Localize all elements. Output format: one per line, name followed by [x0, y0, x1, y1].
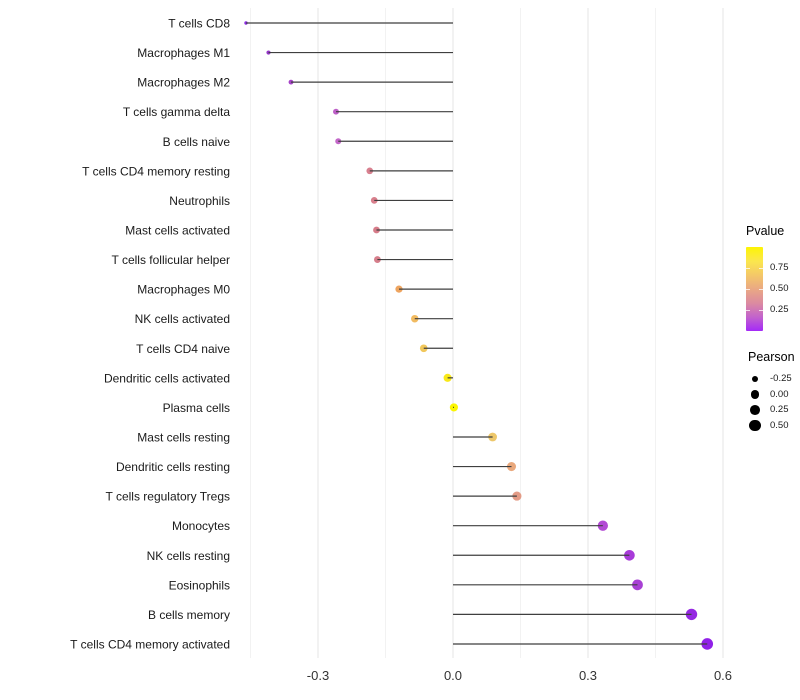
y-axis-label: Neutrophils — [169, 194, 230, 208]
y-axis-label: Monocytes — [172, 519, 230, 533]
pearson-legend-dot — [750, 390, 760, 399]
x-tick-label: -0.3 — [307, 668, 329, 683]
y-axis-label: Macrophages M1 — [137, 46, 230, 60]
pvalue-gradient-bar — [746, 247, 763, 331]
pvalue-legend-tick-label: 0.50 — [770, 283, 789, 294]
pearson-legend-item-label: 0.00 — [770, 388, 789, 400]
pearson-legend-dot — [749, 419, 761, 432]
y-axis-label: NK cells resting — [147, 549, 230, 563]
y-axis-label: T cells CD4 memory resting — [82, 164, 230, 178]
pearson-legend-dot — [750, 405, 760, 415]
pearson-legend-item-label: 0.50 — [770, 419, 789, 431]
y-axis-label: Dendritic cells resting — [116, 460, 230, 474]
x-tick-label: 0.3 — [579, 668, 597, 683]
y-axis-label: T cells regulatory Tregs — [106, 490, 231, 504]
pearson-legend-dot — [751, 375, 758, 382]
y-axis-label: T cells CD4 memory activated — [70, 637, 230, 651]
pvalue-legend-tick-label: 0.25 — [770, 304, 789, 315]
x-tick-label: 0.0 — [444, 668, 462, 683]
y-axis-label: NK cells activated — [135, 312, 230, 326]
pvalue-legend-tick — [746, 267, 750, 269]
x-tick-label: 0.6 — [714, 668, 732, 683]
y-axis-label: T cells CD4 naive — [136, 342, 230, 356]
y-axis-label: Macrophages M0 — [137, 283, 230, 297]
y-axis-label: Mast cells resting — [137, 430, 230, 444]
pvalue-legend-tick-label: 0.75 — [770, 262, 789, 273]
pvalue-legend-tick — [759, 267, 763, 269]
pvalue-legend-tick — [759, 288, 763, 290]
y-axis-label: Eosinophils — [169, 578, 230, 592]
y-axis-label: B cells memory — [148, 608, 230, 622]
y-axis-label: T cells gamma delta — [123, 105, 230, 119]
y-axis-label: T cells CD8 — [168, 17, 230, 31]
y-axis-label: Mast cells activated — [125, 223, 230, 237]
y-axis-label: T cells follicular helper — [112, 253, 231, 267]
pvalue-legend-tick — [746, 288, 750, 290]
pvalue-legend-tick — [746, 309, 750, 311]
y-axis-label: B cells naive — [163, 135, 231, 149]
pearson-legend-item-label: 0.25 — [770, 404, 789, 415]
pvalue-legend-tick — [759, 309, 763, 311]
pvalue-legend-title: Pvalue — [746, 224, 785, 238]
row-dot — [449, 403, 458, 412]
row-dot — [488, 432, 497, 442]
y-axis-label: Macrophages M2 — [137, 76, 230, 90]
y-axis-label: Dendritic cells activated — [104, 371, 230, 385]
y-axis-label: Plasma cells — [163, 401, 230, 415]
pearson-legend-title: Pearson — [748, 350, 795, 364]
pearson-legend-item-label: -0.25 — [770, 373, 792, 384]
